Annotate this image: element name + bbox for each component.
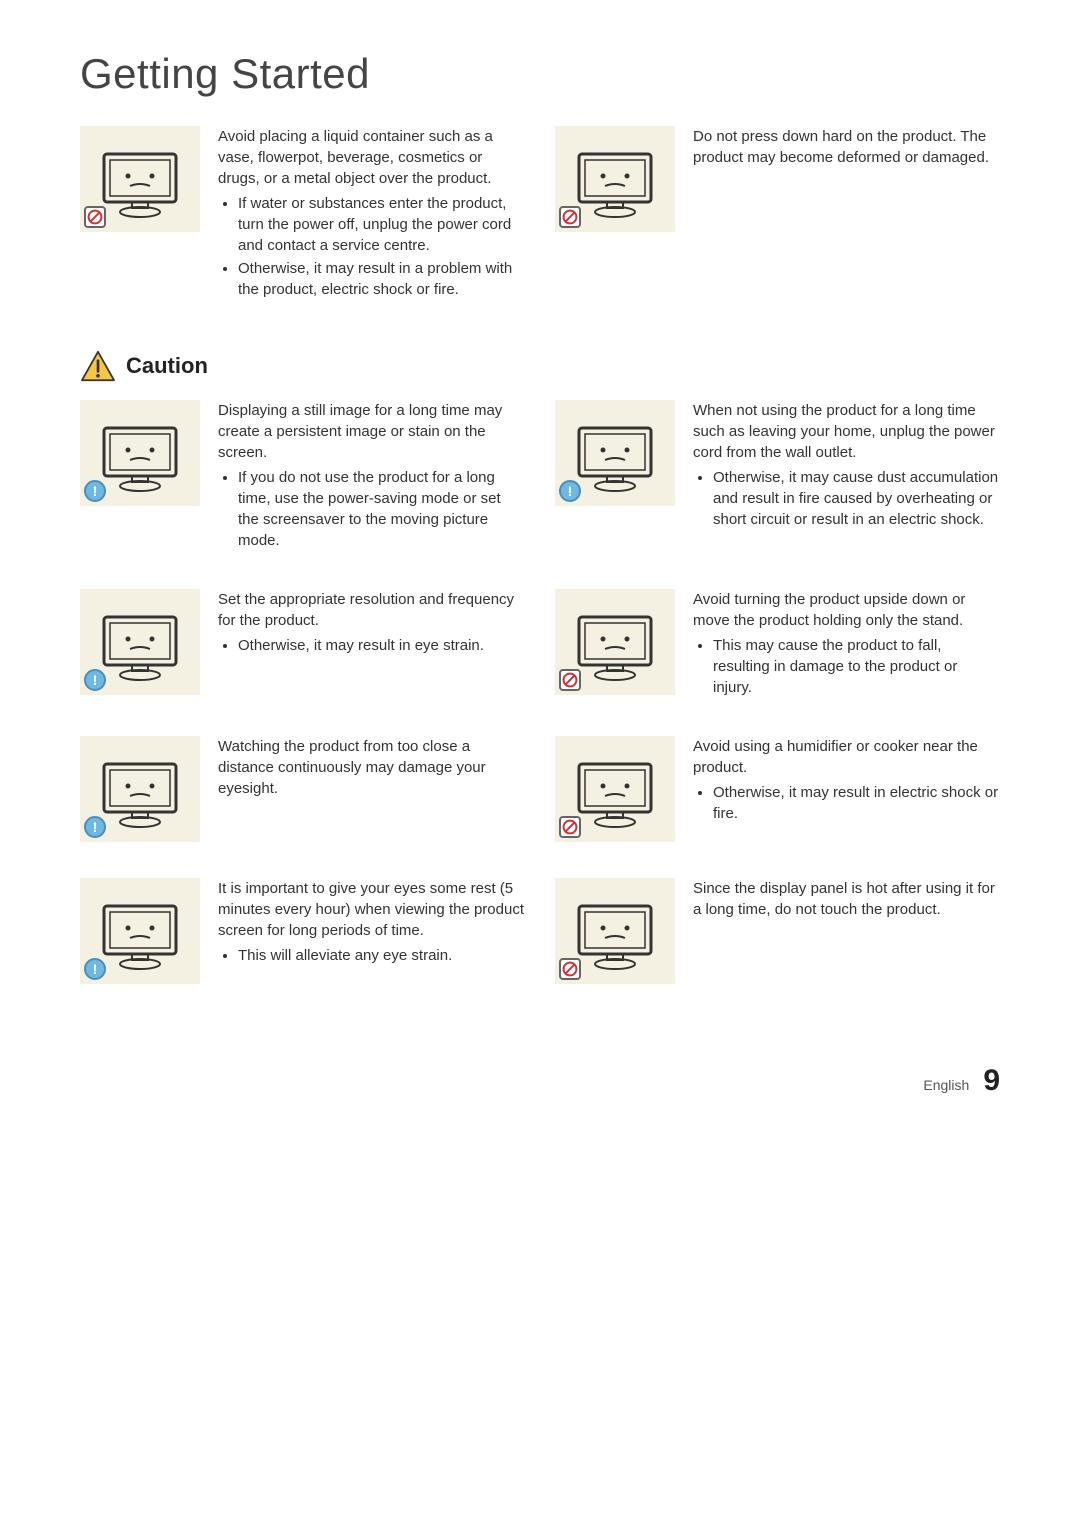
safety-item: Do not press down hard on the product. T…	[555, 126, 1000, 302]
warning-triangle-icon	[80, 350, 116, 382]
page-title: Getting Started	[80, 50, 1000, 98]
safety-bullets: If you do not use the product for a long…	[218, 467, 525, 551]
safety-bullet: If you do not use the product for a long…	[238, 467, 525, 551]
safety-main-text: Since the display panel is hot after usi…	[693, 878, 1000, 920]
safety-illustration	[555, 126, 675, 232]
safety-text: It is important to give your eyes some r…	[218, 878, 525, 968]
safety-illustration	[555, 589, 675, 695]
safety-text: Since the display panel is hot after usi…	[693, 878, 1000, 922]
safety-item: Watching the product from too close a di…	[80, 736, 525, 842]
safety-illustration	[80, 400, 200, 506]
safety-text: Avoid turning the product upside down or…	[693, 589, 1000, 700]
prohibit-icon	[559, 206, 581, 228]
safety-main-text: Do not press down hard on the product. T…	[693, 126, 1000, 168]
footer-page-number: 9	[983, 1064, 1000, 1098]
safety-main-text: It is important to give your eyes some r…	[218, 878, 525, 941]
prohibit-icon	[559, 958, 581, 980]
safety-item: Avoid using a humidifier or cooker near …	[555, 736, 1000, 842]
prohibit-icon	[559, 669, 581, 691]
safety-text: Avoid using a humidifier or cooker near …	[693, 736, 1000, 826]
safety-item: When not using the product for a long ti…	[555, 400, 1000, 553]
info-icon	[84, 958, 106, 980]
safety-bullet: This may cause the product to fall, resu…	[713, 635, 1000, 698]
safety-main-text: Set the appropriate resolution and frequ…	[218, 589, 525, 631]
safety-item: Avoid placing a liquid container such as…	[80, 126, 525, 302]
safety-bullets: Otherwise, it may result in eye strain.	[218, 635, 525, 656]
safety-bullet: Otherwise, it may cause dust accumulatio…	[713, 467, 1000, 530]
info-icon	[84, 669, 106, 691]
safety-text: Do not press down hard on the product. T…	[693, 126, 1000, 170]
safety-text: Watching the product from too close a di…	[218, 736, 525, 801]
safety-text: Set the appropriate resolution and frequ…	[218, 589, 525, 658]
safety-bullet: Otherwise, it may result in eye strain.	[238, 635, 525, 656]
safety-grid-caution: Displaying a still image for a long time…	[80, 400, 1000, 984]
safety-text: Displaying a still image for a long time…	[218, 400, 525, 553]
safety-item: Displaying a still image for a long time…	[80, 400, 525, 553]
safety-grid-top: Avoid placing a liquid container such as…	[80, 126, 1000, 302]
safety-main-text: Avoid placing a liquid container such as…	[218, 126, 525, 189]
footer-language: English	[923, 1077, 969, 1093]
safety-bullet: This will alleviate any eye strain.	[238, 945, 525, 966]
safety-text: When not using the product for a long ti…	[693, 400, 1000, 532]
caution-header: Caution	[80, 350, 1000, 382]
safety-bullets: Otherwise, it may result in electric sho…	[693, 782, 1000, 824]
info-icon	[84, 816, 106, 838]
safety-text: Avoid placing a liquid container such as…	[218, 126, 525, 302]
safety-item: It is important to give your eyes some r…	[80, 878, 525, 984]
safety-item: Since the display panel is hot after usi…	[555, 878, 1000, 984]
safety-illustration	[80, 589, 200, 695]
safety-illustration	[80, 126, 200, 232]
safety-main-text: When not using the product for a long ti…	[693, 400, 1000, 463]
safety-bullet: Otherwise, it may result in a problem wi…	[238, 258, 525, 300]
safety-main-text: Watching the product from too close a di…	[218, 736, 525, 799]
safety-bullets: This may cause the product to fall, resu…	[693, 635, 1000, 698]
safety-illustration	[80, 736, 200, 842]
safety-bullets: This will alleviate any eye strain.	[218, 945, 525, 966]
safety-bullet: Otherwise, it may result in electric sho…	[713, 782, 1000, 824]
prohibit-icon	[84, 206, 106, 228]
prohibit-icon	[559, 816, 581, 838]
safety-main-text: Displaying a still image for a long time…	[218, 400, 525, 463]
safety-bullets: Otherwise, it may cause dust accumulatio…	[693, 467, 1000, 530]
info-icon	[84, 480, 106, 502]
safety-illustration	[80, 878, 200, 984]
safety-item: Set the appropriate resolution and frequ…	[80, 589, 525, 700]
safety-bullet: If water or substances enter the product…	[238, 193, 525, 256]
caution-label: Caution	[126, 353, 208, 379]
safety-item: Avoid turning the product upside down or…	[555, 589, 1000, 700]
safety-illustration	[555, 400, 675, 506]
page-footer: English 9	[80, 1064, 1000, 1098]
safety-illustration	[555, 878, 675, 984]
safety-main-text: Avoid using a humidifier or cooker near …	[693, 736, 1000, 778]
safety-main-text: Avoid turning the product upside down or…	[693, 589, 1000, 631]
info-icon	[559, 480, 581, 502]
safety-illustration	[555, 736, 675, 842]
safety-bullets: If water or substances enter the product…	[218, 193, 525, 300]
